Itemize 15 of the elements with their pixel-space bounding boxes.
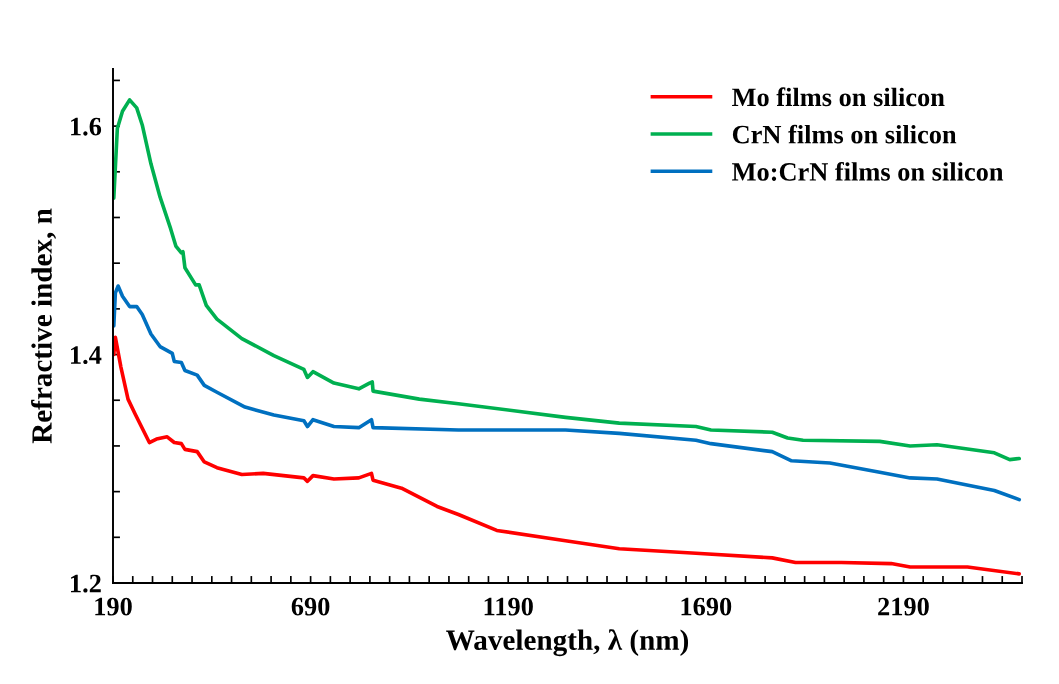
x-tick-label: 2190 xyxy=(878,597,929,616)
line-series xyxy=(113,335,1022,576)
y-tick-label: 1.4 xyxy=(71,346,102,365)
y-tick-label: 1.2 xyxy=(71,574,101,593)
x-tick-label: 190 xyxy=(95,597,132,616)
x-tick-label: 1690 xyxy=(681,597,732,616)
y-axis-title: Refractive index, n xyxy=(31,208,57,444)
legend-label: Mo films on silicon xyxy=(732,87,945,107)
x-tick-label: 690 xyxy=(291,597,330,616)
line-series xyxy=(113,284,1022,502)
y-tick-label: 1.6 xyxy=(71,117,102,136)
x-tick-label: 1190 xyxy=(484,597,533,616)
x-axis-title: Wavelength, λ (nm) xyxy=(446,629,689,657)
legend-label: Mo:CrN films on silicon xyxy=(732,161,1004,181)
legend-label: CrN films on silicon xyxy=(732,124,957,144)
